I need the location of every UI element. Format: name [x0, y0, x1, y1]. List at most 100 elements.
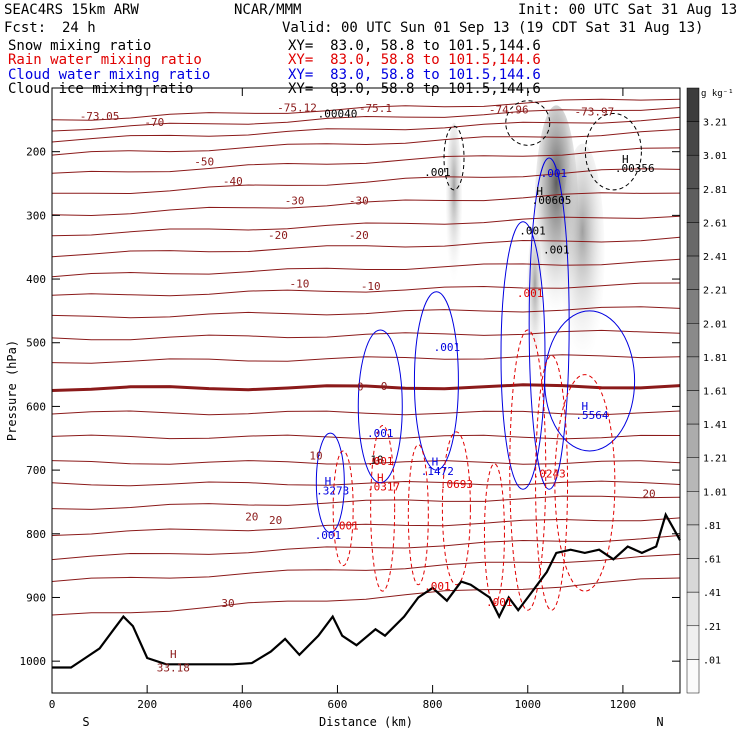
north-label: N: [656, 715, 663, 729]
field-xy-rain: XY= 83.0, 58.8 to 101.5,144.6: [288, 52, 541, 68]
forecast-hour: 24 h: [62, 20, 96, 36]
colorbar-label: 1.01: [703, 487, 727, 498]
contour-label: H: [582, 400, 589, 413]
field-xy-cloud-ice: XY= 83.0, 58.8 to 101.5,144.6: [288, 81, 541, 97]
contour-label: 33.18: [157, 661, 190, 674]
contour-label: -70: [144, 116, 164, 129]
temperature-contour: [51, 107, 681, 132]
x-tick-label: 1000: [515, 698, 542, 711]
colorbar-label: 1.81: [703, 353, 727, 364]
y-tick-label: 900: [26, 591, 46, 604]
colorbar-swatch: [686, 659, 700, 694]
contour-label: 10: [309, 449, 322, 462]
cloud-water-contour: [357, 329, 403, 484]
colorbar-label: 2.41: [703, 252, 727, 263]
cloud-water-contour: [544, 310, 636, 452]
contour-label: .00356: [615, 162, 655, 175]
contour-label: .0693: [440, 478, 473, 491]
contour-label: H: [377, 472, 384, 485]
y-tick-label: 200: [26, 146, 46, 159]
field-xy-cloud-water: XY= 83.0, 58.8 to 101.5,144.6: [288, 67, 541, 83]
contour-label: 10: [370, 454, 383, 467]
rain-water-contour: [407, 444, 429, 586]
snow-shade-west: [446, 122, 463, 283]
colorbar-label: .01: [703, 655, 721, 666]
colorbar-swatch: [686, 491, 700, 526]
contour-label: -20: [349, 229, 369, 242]
contour-label: -30: [285, 195, 305, 208]
field-label-snow: Snow mixing ratio: [8, 38, 152, 54]
temperature-contour: [51, 534, 681, 561]
field-label-rain: Rain water mixing ratio: [8, 52, 202, 68]
forecast-label: Fcst:: [4, 20, 47, 36]
temperature-contour: [51, 282, 681, 297]
contour-label: .001: [367, 427, 394, 440]
contour-label: .001: [517, 287, 544, 300]
field-xy-snow: XY= 83.0, 58.8 to 101.5,144.6: [288, 38, 541, 54]
rain-water-contour: [535, 354, 569, 611]
y-axis-label: Pressure (hPa): [5, 340, 19, 441]
temperature-contour: [51, 329, 681, 341]
contour-label: H: [622, 153, 629, 166]
contour-label: .3273: [316, 484, 349, 497]
contour-label: .001: [543, 244, 570, 257]
contour-label: -30: [349, 195, 369, 208]
temperature-contour: [51, 434, 681, 440]
contour-label: 30: [221, 597, 234, 610]
colorbar-label: .21: [703, 622, 721, 633]
colorbar-label: .81: [703, 521, 721, 532]
colorbar-swatch: [686, 356, 700, 391]
rain-water-contour: [554, 374, 616, 592]
rain-water-contour: [483, 463, 505, 605]
colorbar-label: 2.61: [703, 218, 727, 229]
contour-label: -75.12: [277, 102, 317, 115]
temperature-contour: [51, 116, 681, 143]
x-tick-label: 400: [232, 698, 252, 711]
temperature-contour: [51, 168, 681, 195]
contour-label: -50: [194, 156, 214, 169]
contour-label: H: [432, 456, 439, 469]
center-label: NCAR/MMM: [234, 2, 302, 18]
contour-label: -74.96: [489, 103, 529, 116]
init-time: Init: 00 UTC Sat 31 Aug 13: [518, 2, 738, 18]
contour-label: H: [536, 185, 543, 198]
contour-label: .00040: [318, 107, 358, 120]
temperature-contour: [51, 517, 681, 536]
cloud-ice-contour: [584, 112, 642, 191]
colorbar-label: 1.61: [703, 387, 727, 398]
temperature-contour: [51, 480, 681, 487]
colorbar-swatch: [686, 188, 700, 223]
colorbar-swatch: [686, 591, 700, 627]
temperature-contour: [51, 410, 681, 416]
rain-water-contour: [332, 450, 354, 567]
rain-water-contour: [441, 431, 471, 586]
colorbar-swatch: [686, 558, 700, 593]
terrain-line: [52, 511, 681, 669]
contour-label: .1472: [421, 465, 454, 478]
colorbar-swatch: [686, 87, 700, 122]
south-label: S: [82, 715, 89, 729]
contour-label: .001: [332, 519, 359, 532]
contour-label: -20: [268, 229, 288, 242]
y-tick-label: 500: [26, 337, 46, 350]
contour-label: -10: [289, 277, 309, 290]
contour-label: .00605: [532, 194, 572, 207]
colorbar-label: 1.41: [703, 420, 727, 431]
colorbar-swatch: [686, 625, 700, 660]
temperature-contour: [51, 128, 681, 156]
contour-label: 20: [642, 487, 655, 500]
snow-shade-east: [560, 143, 605, 364]
colorbar-swatch: [686, 154, 700, 190]
x-tick-label: 0: [49, 698, 56, 711]
contour-label: -73.05: [80, 110, 120, 123]
rain-water-contour: [370, 425, 396, 592]
contour-label: -10: [361, 280, 381, 293]
cloud-water-contour: [528, 157, 570, 490]
contour-label: -40: [223, 175, 243, 188]
contour-label: 20: [245, 510, 258, 523]
rain-water-contour: [509, 329, 547, 611]
y-tick-label: 1000: [20, 655, 47, 668]
colorbar-label: 2.81: [703, 185, 727, 196]
temperature-contour: [51, 306, 681, 319]
